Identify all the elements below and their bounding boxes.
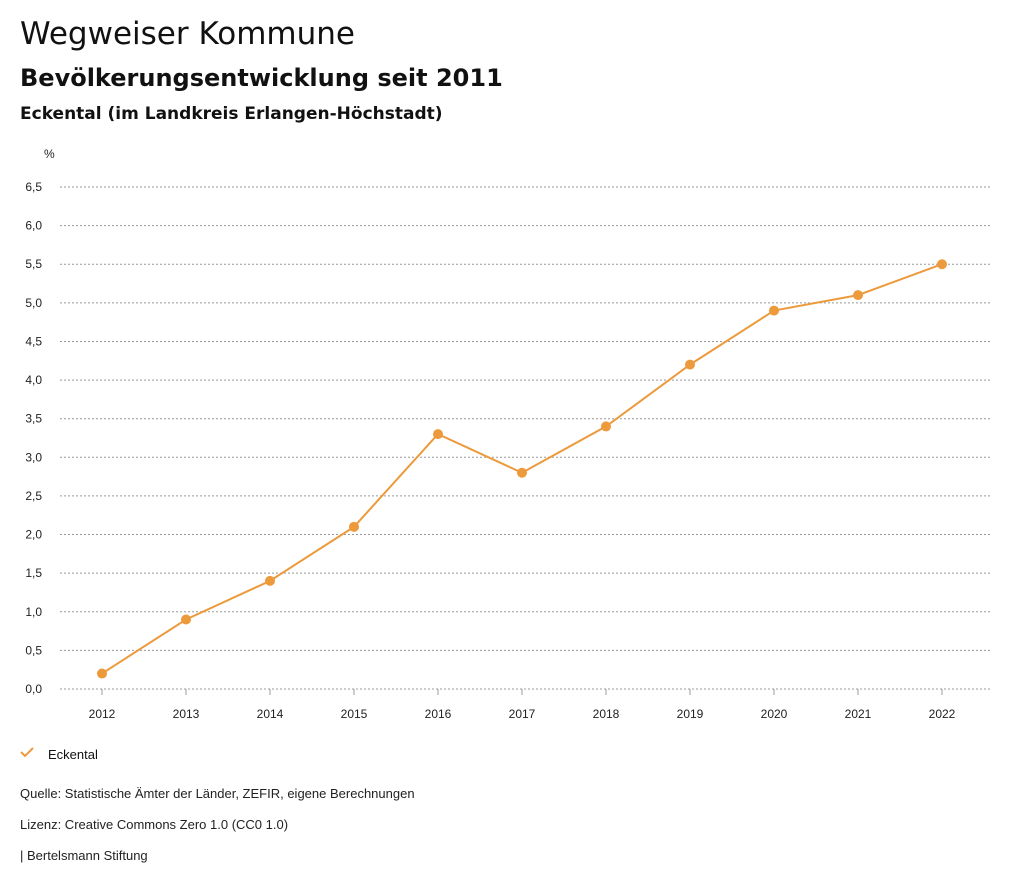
region-label: Eckental (im Landkreis Erlangen-Höchstad… <box>20 104 443 124</box>
x-axis-ticks: 2012 2013 2014 2015 2016 2017 2018 2019 2020 2021… <box>89 689 956 721</box>
license-note: Lizenz: Creative Commons Zero 1.0 (CC0 1… <box>20 817 289 832</box>
data-point[interactable] <box>97 668 107 679</box>
x-tick-label: 2020 <box>761 707 788 721</box>
x-tick-label: 2013 <box>173 707 200 721</box>
line-chart: % 0,0 0,5 1,0 1,5 2,0 2,5 3,0 3,5 4,0 4,5 5,0 5,5 6,… <box>25 147 990 721</box>
legend-label: Eckental <box>48 746 98 762</box>
publisher-note: | Bertelsmann Stiftung <box>20 848 148 863</box>
source-note: Quelle: Statistische Ämter der Länder, Z… <box>20 786 415 801</box>
y-tick-label: 3,5 <box>25 412 42 426</box>
y-tick-label: 2,0 <box>25 528 42 542</box>
y-tick-label: 4,5 <box>25 334 42 348</box>
series-group <box>97 259 947 679</box>
y-tick-label: 4,0 <box>25 373 42 387</box>
y-axis-ticks: 0,0 0,5 1,0 1,5 2,0 2,5 3,0 3,5 4,0 4,5 5,0 5,5 6,0 6… <box>25 180 42 696</box>
data-point[interactable] <box>937 259 947 270</box>
data-point[interactable] <box>181 614 191 625</box>
y-tick-label: 6,0 <box>25 219 42 233</box>
data-point[interactable] <box>265 575 275 586</box>
x-tick-label: 2015 <box>341 707 368 721</box>
y-tick-label: 3,0 <box>25 450 42 464</box>
x-tick-label: 2014 <box>257 707 284 721</box>
x-tick-label: 2012 <box>89 707 116 721</box>
legend-item-eckental[interactable]: Eckental <box>20 745 98 763</box>
check-icon <box>20 745 40 763</box>
data-point[interactable] <box>517 467 527 478</box>
x-tick-label: 2022 <box>929 707 956 721</box>
data-point[interactable] <box>685 359 695 370</box>
page-title: Wegweiser Kommune <box>20 16 355 52</box>
y-tick-label: 5,0 <box>25 296 42 310</box>
data-point[interactable] <box>349 521 359 532</box>
grid-lines <box>60 186 990 690</box>
data-point[interactable] <box>433 429 443 440</box>
data-point[interactable] <box>853 290 863 301</box>
data-point[interactable] <box>769 305 779 316</box>
y-tick-label: 0,0 <box>25 682 42 696</box>
y-tick-label: 0,5 <box>25 643 42 657</box>
x-tick-label: 2018 <box>593 707 620 721</box>
data-point[interactable] <box>601 421 611 432</box>
chart-subtitle: Bevölkerungsentwicklung seit 2011 <box>20 64 503 92</box>
y-tick-label: 2,5 <box>25 489 42 503</box>
y-tick-label: 6,5 <box>25 180 42 194</box>
y-tick-label: 1,5 <box>25 566 42 580</box>
y-axis-unit: % <box>44 147 55 161</box>
x-tick-label: 2017 <box>509 707 536 721</box>
x-tick-label: 2021 <box>845 707 872 721</box>
x-tick-label: 2019 <box>677 707 704 721</box>
x-tick-label: 2016 <box>425 707 452 721</box>
y-tick-label: 1,0 <box>25 605 42 619</box>
y-tick-label: 5,5 <box>25 257 42 271</box>
